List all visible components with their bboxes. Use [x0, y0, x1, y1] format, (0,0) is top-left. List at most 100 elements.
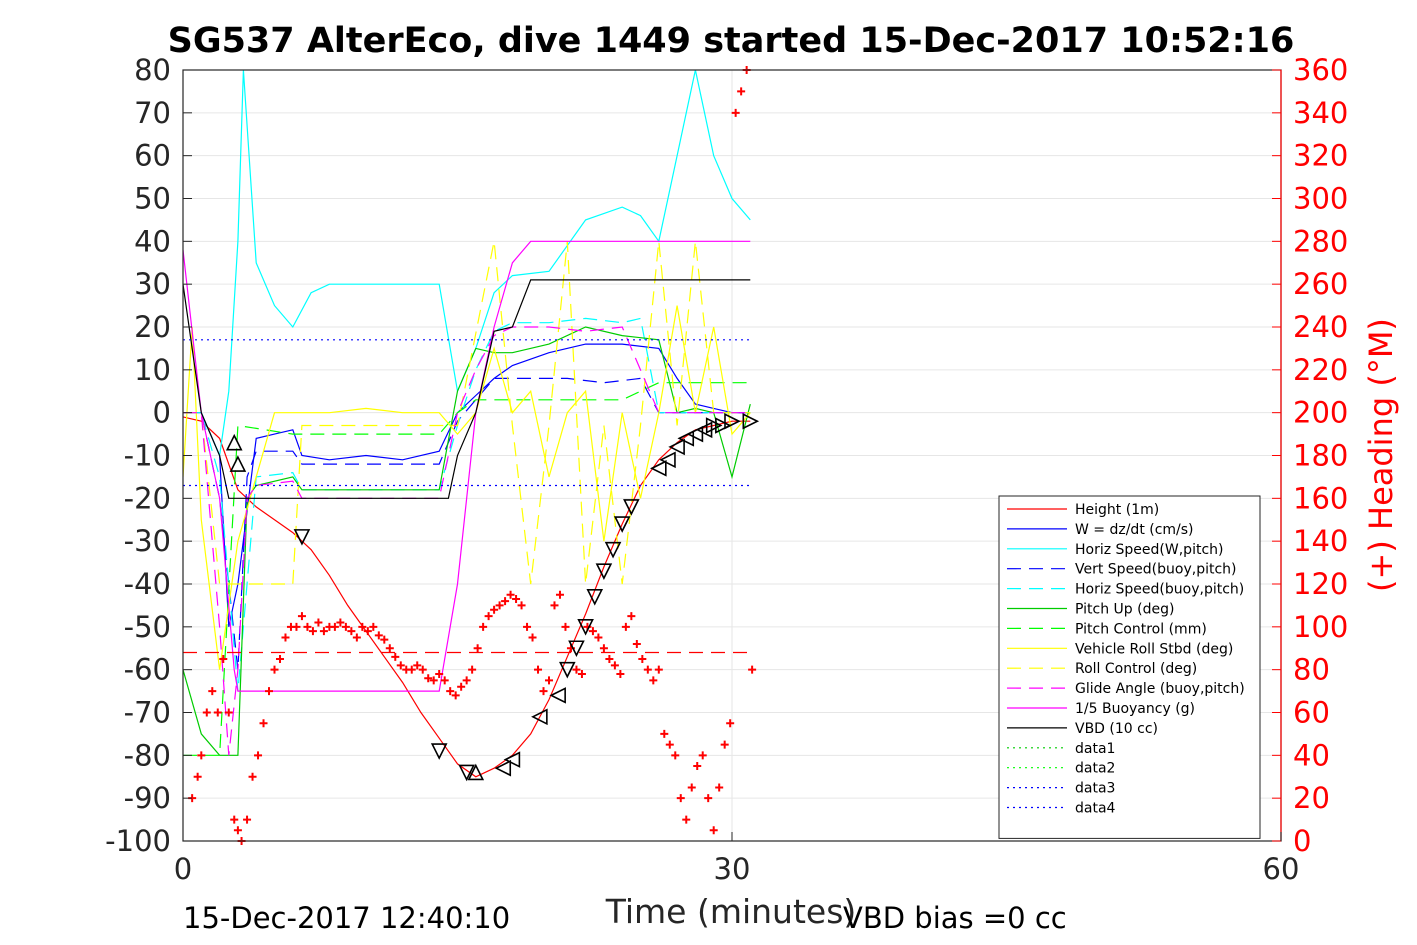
heading-point [224, 708, 233, 717]
heading-point [374, 631, 383, 640]
y2-tick-label: 300 [1293, 182, 1348, 216]
heading-point [693, 762, 702, 771]
heading-point [528, 633, 537, 642]
heading-point [457, 682, 466, 691]
heading-point [440, 676, 449, 685]
heading-point [720, 740, 729, 749]
vbd-marker [293, 529, 311, 546]
heading-point [473, 644, 482, 653]
heading-point [451, 691, 460, 700]
heading-point [358, 622, 367, 631]
y-tick-label: -90 [124, 781, 171, 815]
heading-point [737, 87, 746, 96]
heading-point [550, 601, 559, 610]
legend-entry: data4 [1075, 801, 1116, 817]
series-line [183, 241, 751, 585]
series-line [183, 70, 751, 458]
vbd-marker [586, 589, 604, 606]
heading-point [308, 627, 317, 636]
y-tick-label: 20 [134, 310, 171, 344]
series-line [183, 240, 751, 692]
heading-point [517, 601, 526, 610]
heading-point [671, 751, 680, 760]
heading-point [396, 661, 405, 670]
heading-point [676, 794, 685, 803]
heading-point [347, 627, 356, 636]
y-tick-label: -30 [124, 524, 171, 558]
heading-point [545, 676, 553, 685]
legend-entry: Horiz Speed(W,pitch) [1075, 542, 1223, 558]
heading-point [230, 815, 239, 824]
vbd-marker [494, 759, 512, 777]
y-tick-label: 50 [134, 182, 171, 216]
vbd-marker [229, 455, 247, 472]
heading-point [726, 719, 735, 728]
series-line [183, 326, 751, 756]
heading-point [506, 590, 515, 599]
y2-tick-label: 140 [1293, 524, 1348, 558]
legend: Height (1m) W = dz/dt (cm/s) Horiz Speed(W… [998, 495, 1261, 839]
heading-point [446, 687, 455, 696]
y2-tick-label: 100 [1293, 610, 1348, 644]
series-line [183, 382, 751, 756]
heading-point [495, 601, 504, 610]
heading-point [303, 622, 312, 631]
heading-point [715, 783, 724, 792]
heading-point [341, 622, 350, 631]
vbd-marker [650, 460, 667, 477]
y2-tick-label: 20 [1293, 781, 1330, 815]
heading-point [208, 687, 217, 696]
heading-point [265, 687, 274, 696]
series-line [183, 279, 751, 499]
heading-point [462, 676, 471, 685]
y-tick-label: -20 [124, 481, 171, 515]
y2-tick-label: 40 [1293, 738, 1330, 772]
y-tick-label: -100 [105, 824, 171, 858]
vbd-marker [677, 430, 695, 447]
vbd-marker [531, 708, 548, 726]
heading-point [479, 622, 488, 631]
vbd-marker [686, 425, 704, 443]
heading-point [197, 751, 206, 760]
heading-point [336, 618, 345, 627]
y-tick-label: -10 [124, 439, 171, 473]
heading-point [243, 815, 252, 824]
vbd-marker [467, 763, 485, 781]
heading-point [555, 590, 564, 599]
legend-entry: data1 [1075, 741, 1115, 757]
x-axis: 0 30 60 [174, 832, 1299, 886]
heading-point [429, 676, 438, 685]
y2-tick-label: 320 [1293, 139, 1348, 173]
heading-point [424, 674, 433, 683]
vbd-marker [668, 438, 685, 456]
heading-point [605, 654, 614, 663]
heading-point [632, 639, 641, 648]
y2-tick-label: 280 [1293, 224, 1348, 258]
heading-point [281, 633, 290, 642]
y2-tick-label: 0 [1293, 824, 1311, 858]
right-y-axis: 3603403203002802602402202001801601401201… [1272, 53, 1348, 858]
heading-point [534, 665, 543, 674]
heading-point [219, 654, 228, 663]
heading-point [512, 594, 521, 603]
heading-point [698, 751, 707, 760]
vbd-marker [705, 417, 723, 434]
heading-point [435, 669, 444, 678]
heading-point [610, 661, 619, 670]
y-tick-label: -40 [124, 567, 171, 601]
heading-point [731, 108, 740, 117]
heading-point [709, 826, 718, 835]
heading-point [577, 669, 586, 678]
heading-point [660, 729, 669, 738]
vbd-marker [458, 764, 475, 782]
heading-point [193, 772, 202, 781]
heading-point [233, 826, 242, 835]
y-tick-label: -70 [124, 696, 171, 730]
heading-point [314, 618, 323, 627]
vbd-marker [549, 687, 566, 704]
series-group [183, 70, 751, 778]
heading-point [561, 622, 570, 631]
heading-point [484, 612, 493, 621]
heading-point [385, 644, 394, 653]
